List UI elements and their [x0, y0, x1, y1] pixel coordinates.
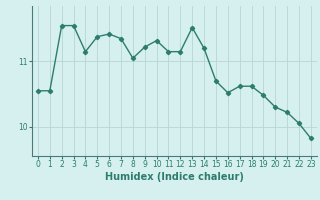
X-axis label: Humidex (Indice chaleur): Humidex (Indice chaleur): [105, 172, 244, 182]
